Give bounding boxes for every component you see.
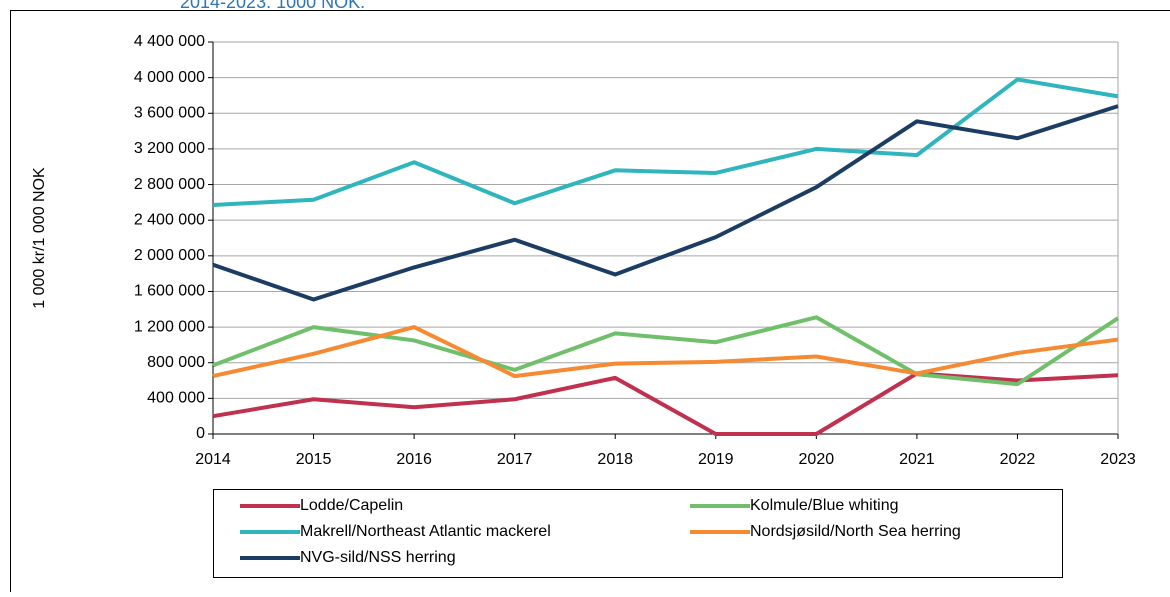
- x-tick-label: 2021: [899, 451, 935, 468]
- y-tick-label: 1 600 000: [134, 283, 205, 300]
- legend-label: Kolmule/Blue whiting: [750, 497, 899, 514]
- series-line: [213, 106, 1118, 299]
- chart-title: 2014-2023. 1000 NOK.: [180, 0, 365, 12]
- x-tick-label: 2018: [597, 451, 633, 468]
- y-axis-label: 1 000 kr/1 000 NOK: [31, 167, 48, 309]
- y-tick-label: 0: [196, 425, 205, 442]
- y-tick-label: 400 000: [147, 390, 205, 407]
- y-tick-label: 800 000: [147, 354, 205, 371]
- y-tick-label: 4 000 000: [134, 69, 205, 86]
- x-tick-label: 2014: [195, 451, 231, 468]
- y-tick-label: 2 000 000: [134, 247, 205, 264]
- legend-label: NVG-sild/NSS herring: [300, 549, 456, 566]
- y-tick-label: 4 400 000: [134, 33, 205, 50]
- x-tick-label: 2020: [799, 451, 835, 468]
- x-tick-label: 2016: [396, 451, 432, 468]
- series-line: [213, 79, 1118, 205]
- x-tick-label: 2019: [698, 451, 734, 468]
- x-tick-label: 2022: [1000, 451, 1036, 468]
- y-tick-label: 2 400 000: [134, 211, 205, 228]
- x-tick-label: 2017: [497, 451, 533, 468]
- legend-label: Lodde/Capelin: [300, 497, 403, 514]
- x-tick-label: 2015: [296, 451, 332, 468]
- x-tick-label: 2023: [1100, 451, 1136, 468]
- legend-label: Makrell/Northeast Atlantic mackerel: [300, 523, 551, 540]
- series-line: [213, 327, 1118, 376]
- legend-label: Nordsjøsild/North Sea herring: [750, 523, 961, 540]
- y-tick-label: 3 600 000: [134, 104, 205, 121]
- y-tick-label: 1 200 000: [134, 318, 205, 335]
- y-tick-label: 2 800 000: [134, 176, 205, 193]
- y-tick-label: 3 200 000: [134, 140, 205, 157]
